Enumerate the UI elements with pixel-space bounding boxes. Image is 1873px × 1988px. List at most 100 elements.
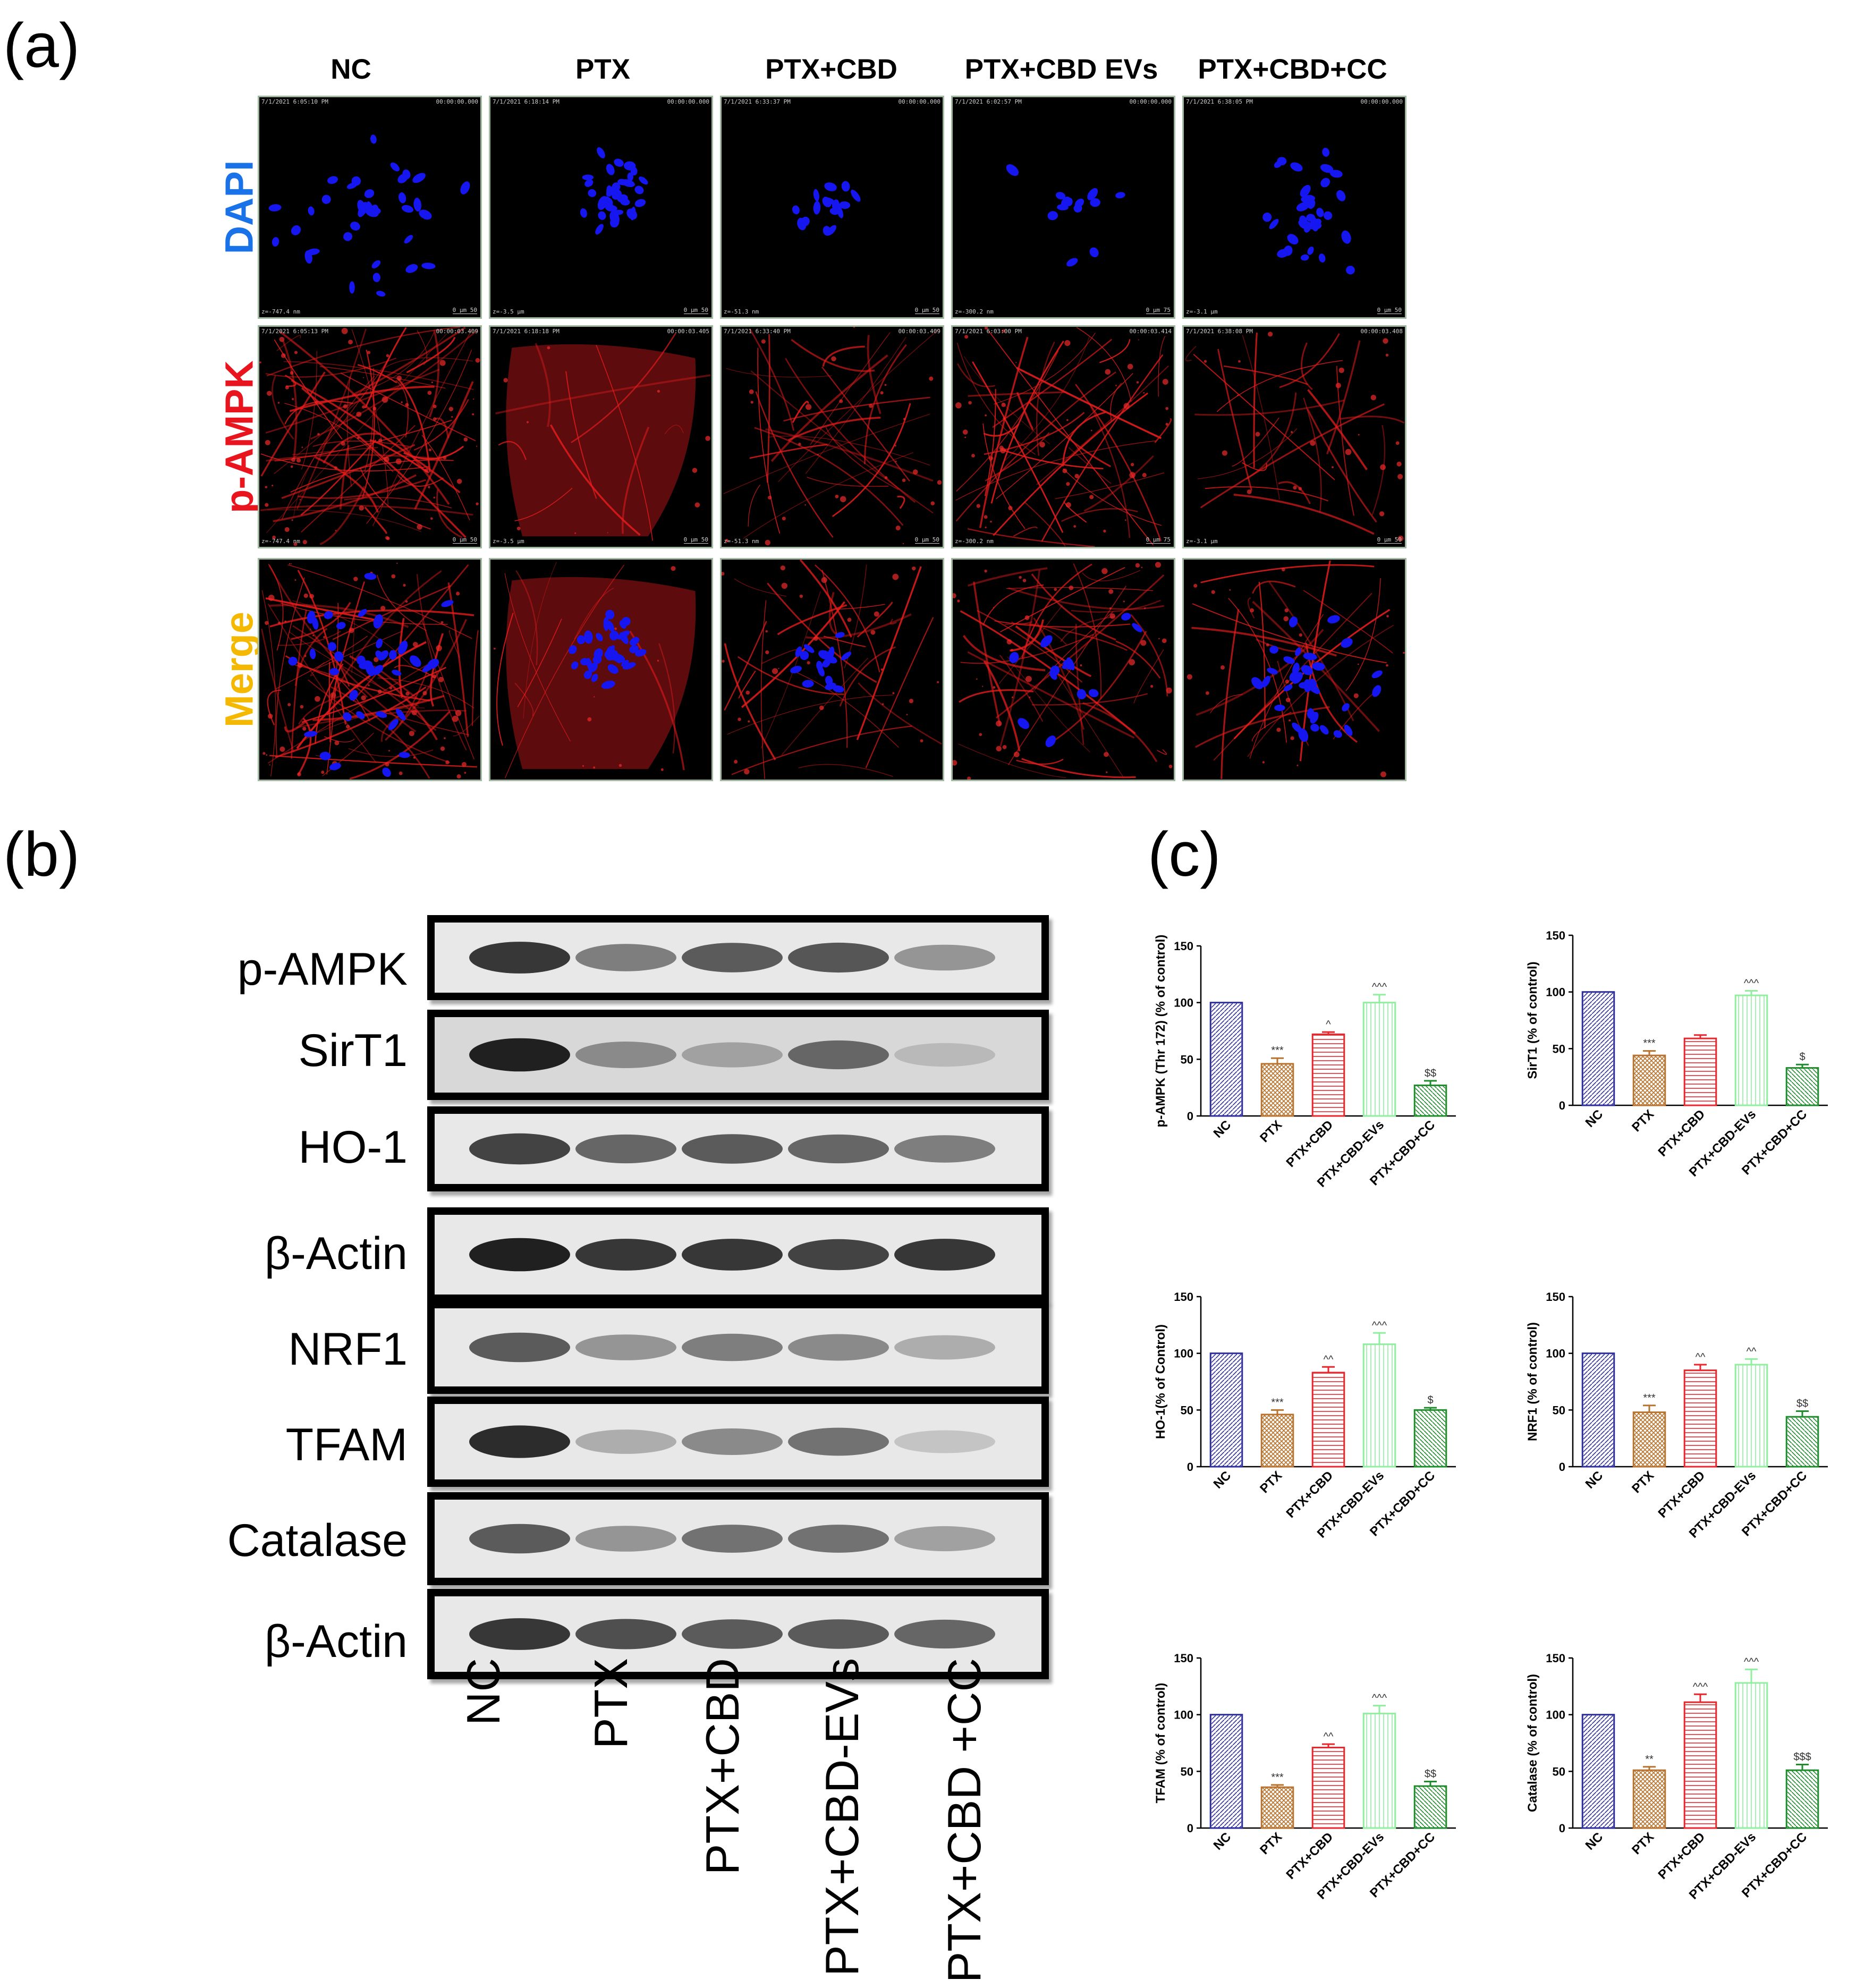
bar-chart-catalase: 0 50 100 150 Catalase (% of control) NC ** PTX ^…: [1520, 1647, 1870, 1945]
error-bar: [1796, 1063, 1809, 1068]
column-header-ptx: PTX: [575, 54, 631, 85]
bar-chart-p-ampk: 0 50 100 150 p-AMPK (Thr 172) (% of control)…: [1148, 935, 1498, 1233]
bar-ptx-cbd-cc: [1413, 1409, 1447, 1468]
blot-band: [469, 1238, 570, 1272]
x-category-label: NC: [1211, 1468, 1234, 1492]
blot-label-sirt1: SirT1: [298, 1025, 408, 1076]
blot-band: [575, 944, 676, 971]
blot-band: [469, 1332, 570, 1363]
blot-label-tfam: TFAM: [285, 1419, 408, 1470]
bar-ptx-cbd-evs: [1734, 994, 1768, 1106]
blot-label-catalase: Catalase: [227, 1515, 408, 1566]
column-header-ptx-cbd-evs: PTX+CBD EVs: [964, 54, 1158, 85]
lane-label-ptx-cbd-evs: PTX+CBD-EVs: [816, 1658, 868, 1977]
significance-mark: $$: [1796, 1398, 1808, 1409]
significance-mark: ***: [1271, 1772, 1284, 1783]
significance-mark: ^^: [1696, 1351, 1706, 1363]
bar-ptx-cbd: [1683, 1369, 1717, 1468]
error-bar: [1643, 1050, 1656, 1056]
blot-band: [788, 1040, 889, 1070]
micrograph-p-ampk-ptx-cbd-evs: 7/1/2021 6:03:00 PM 00:00:03.414 z=-300.2 …: [951, 325, 1175, 548]
blot-band: [682, 1333, 783, 1361]
significance-mark: ^^^: [1693, 1681, 1708, 1693]
y-tick-label: 50: [1553, 1403, 1565, 1417]
significance-mark: $: [1799, 1051, 1805, 1063]
blot-strip-nrf1-4: [427, 1301, 1049, 1394]
significance-mark: $$: [1425, 1068, 1436, 1079]
bar-ptx-cbd-evs: [1362, 1002, 1396, 1117]
blot-label-beta-actin-2: β-Actin: [264, 1616, 408, 1667]
blot-band: [894, 1430, 995, 1453]
significance-mark: ^^^: [1372, 982, 1387, 993]
x-category-label: PTX+CBD: [1283, 1468, 1336, 1521]
y-tick-label: 100: [1546, 1708, 1565, 1722]
error-bar: [1271, 1409, 1284, 1415]
x-category-label: PTX: [1257, 1118, 1285, 1145]
blot-band: [894, 1239, 995, 1271]
x-category-label: PTX: [1629, 1468, 1657, 1496]
blot-band: [682, 1619, 783, 1649]
bar-nc: [1581, 1714, 1615, 1829]
blot-band: [575, 1429, 676, 1454]
error-bar: [1373, 1332, 1386, 1344]
micrograph-dapi-ptx-cbd: 7/1/2021 6:33:37 PM 00:00:00.000 z=-51.3 n…: [720, 96, 944, 319]
bar-chart-ho-1: 0 50 100 150 HO-1(% of Control) NC *** PTX ^^ PTX…: [1148, 1286, 1498, 1584]
blot-band: [788, 1334, 889, 1361]
lane-label-ptx: PTX: [584, 1658, 637, 1749]
y-tick-label: 50: [1553, 1765, 1565, 1778]
error-bar: [1745, 1358, 1758, 1365]
y-tick-label: 0: [1187, 1460, 1193, 1474]
blot-band: [788, 1525, 889, 1553]
error-bar: [1796, 1764, 1809, 1771]
bar-nc: [1581, 991, 1615, 1106]
error-bar: [1322, 1031, 1335, 1035]
significance-mark: ^^: [1324, 1731, 1334, 1742]
error-bar: [1373, 994, 1386, 1003]
blot-band: [894, 1135, 995, 1163]
bar-ptx-cbd: [1311, 1372, 1345, 1468]
x-category-label: NC: [1583, 1468, 1606, 1492]
significance-mark: ^^: [1324, 1353, 1334, 1365]
significance-mark: ^^^: [1744, 1656, 1759, 1668]
micrograph-p-ampk-ptx-cbd-cc: 7/1/2021 6:38:08 PM 00:00:03.408 z=-3.1 µm…: [1182, 325, 1406, 548]
bar-chart-tfam: 0 50 100 150 TFAM (% of control) NC *** PTX ^^ PT…: [1148, 1647, 1498, 1945]
bar-chart-sirt1: 0 50 100 150 SirT1 (% of control) NC *** PTX PTX…: [1520, 925, 1870, 1222]
error-bar: [1271, 1784, 1284, 1788]
x-category-label: PTX+CBD: [1655, 1468, 1708, 1521]
x-category-label: PTX+CBD: [1283, 1118, 1336, 1170]
blot-label-beta-actin-1: β-Actin: [264, 1228, 408, 1279]
bar-ptx: [1260, 1414, 1294, 1468]
blot-band: [575, 1134, 676, 1164]
significance-mark: $: [1427, 1394, 1433, 1406]
blot-band: [788, 1619, 889, 1649]
micrograph-dapi-ptx-cbd-cc: 7/1/2021 6:38:05 PM 00:00:00.000 z=-3.1 µm…: [1182, 96, 1406, 319]
error-bar: [1643, 1405, 1656, 1412]
column-header-ptx-cbd: PTX+CBD: [765, 54, 897, 85]
blot-strip-actin-3: [427, 1207, 1049, 1302]
bar-ptx-cbd-cc: [1785, 1416, 1819, 1468]
column-header-nc: NC: [330, 54, 371, 85]
bar-nc: [1209, 1714, 1243, 1829]
error-bar: [1643, 1766, 1656, 1771]
blot-band: [469, 1425, 570, 1458]
bar-ptx: [1632, 1411, 1666, 1468]
significance-mark: ***: [1271, 1397, 1284, 1408]
significance-mark: ***: [1271, 1045, 1284, 1056]
significance-mark: ^^^: [1372, 1319, 1387, 1331]
x-category-label: PTX+CBD: [1655, 1107, 1708, 1160]
blot-band: [469, 942, 570, 974]
blot-band: [575, 1526, 676, 1552]
column-header-ptx-cbd-cc: PTX+CBD+CC: [1198, 54, 1387, 85]
y-tick-label: 100: [1546, 986, 1565, 999]
y-tick-label: 50: [1181, 1053, 1193, 1066]
bar-ptx: [1260, 1063, 1294, 1117]
blot-band: [682, 1428, 783, 1455]
bar-ptx-cbd: [1311, 1033, 1345, 1117]
panel-label-b: (b): [3, 819, 80, 890]
bar-ptx: [1260, 1786, 1294, 1829]
micrograph-merge-nc: [258, 558, 482, 781]
x-category-label: NC: [1583, 1107, 1606, 1130]
blot-band: [575, 1042, 676, 1068]
significance-mark: ^: [1326, 1019, 1331, 1030]
y-tick-label: 150: [1546, 929, 1565, 942]
